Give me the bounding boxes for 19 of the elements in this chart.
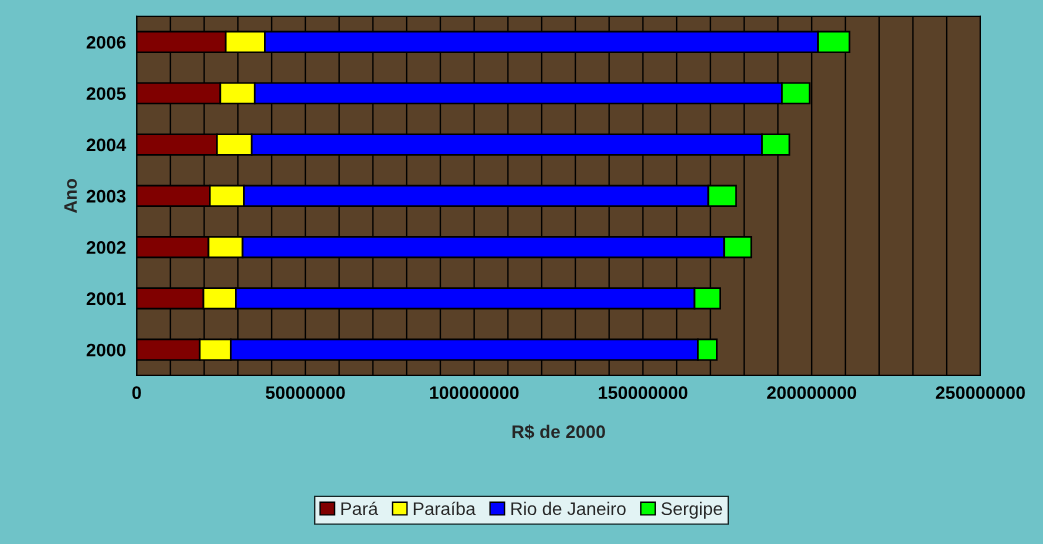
legend-label: Paraíba — [413, 501, 476, 516]
x-tick-label: 250000000 — [935, 386, 1025, 400]
x-tick-label: 0 — [132, 386, 141, 400]
y-tick-label: 2006 — [86, 35, 126, 49]
y-tick-label: 2004 — [86, 138, 127, 152]
y-tick-label: 2000 — [86, 343, 126, 357]
y-tick-label: 2005 — [86, 87, 126, 100]
x-tick-label: 150000000 — [598, 386, 688, 400]
x-axis-title: R$ de 2000 — [512, 424, 605, 440]
x-tick-label: 200000000 — [767, 386, 857, 400]
legend-label: Pará — [341, 501, 379, 516]
legend-label: Rio de Janeiro — [511, 501, 626, 516]
y-axis-title: Ano — [64, 179, 77, 213]
x-tick-label: 50000000 — [265, 386, 345, 400]
legend-label: Sergipe — [661, 501, 723, 519]
y-tick-label: 2002 — [86, 241, 126, 254]
y-tick-label: 2001 — [86, 292, 126, 306]
x-tick-label: 100000000 — [430, 386, 519, 400]
y-tick-label: 2003 — [86, 189, 126, 203]
